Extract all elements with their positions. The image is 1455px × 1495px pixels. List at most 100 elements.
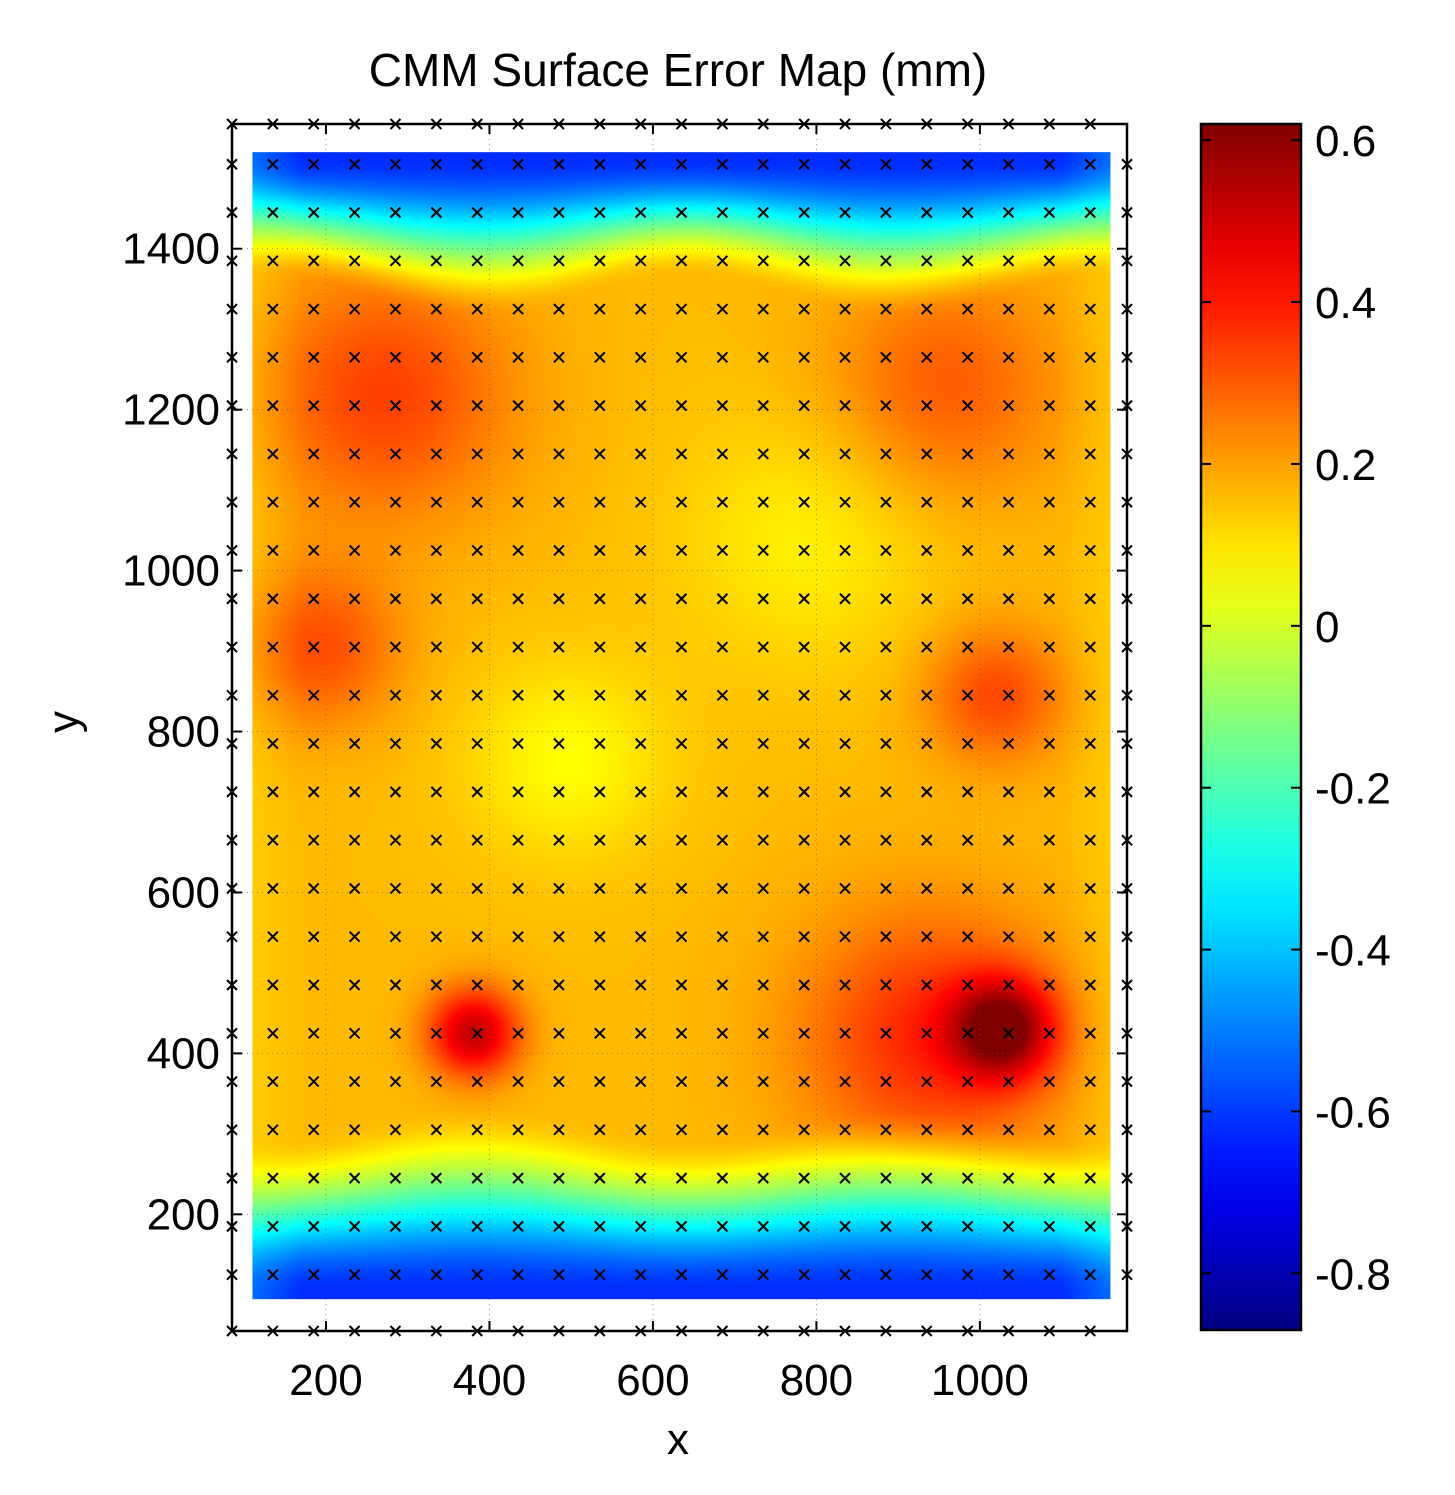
grid-lines: [232, 124, 1127, 1331]
marker-stroke: [389, 786, 402, 798]
colorbar-tick-label: 0: [1315, 603, 1339, 652]
measurement-marker: [921, 158, 933, 170]
measurement-marker: [1002, 351, 1015, 364]
measurement-marker: [634, 979, 647, 991]
marker-stroke: [512, 544, 524, 557]
measurement-marker: [594, 1268, 606, 1281]
marker-stroke: [389, 255, 402, 267]
marker-stroke: [553, 1220, 565, 1233]
marker-stroke: [961, 544, 974, 557]
measurement-marker: [675, 255, 688, 267]
marker-stroke: [553, 641, 565, 653]
colorbar-tick-label: 0.6: [1315, 117, 1376, 166]
marker-stroke: [961, 206, 974, 219]
marker-stroke: [1084, 834, 1096, 846]
measurement-marker: [594, 1172, 606, 1184]
measurement-marker: [798, 737, 810, 750]
marker-stroke: [757, 399, 769, 412]
measurement-marker: [471, 544, 483, 557]
marker-stroke: [553, 737, 565, 750]
measurement-marker: [921, 593, 933, 605]
measurement-marker: [267, 496, 279, 508]
marker-stroke: [839, 689, 851, 702]
measurement-marker: [389, 1124, 402, 1136]
colorbar-tick-label: 0.2: [1315, 441, 1376, 490]
measurement-marker: [921, 399, 933, 412]
x-axis-label: x: [667, 1415, 689, 1464]
measurement-marker: [430, 786, 443, 798]
marker-stroke: [675, 399, 688, 412]
marker-stroke: [921, 399, 933, 412]
measurement-marker: [348, 1124, 361, 1136]
measurement-marker: [348, 1220, 361, 1233]
marker-stroke: [348, 1220, 361, 1233]
marker-stroke: [798, 303, 810, 315]
marker-stroke: [634, 593, 647, 605]
marker-stroke: [1084, 1124, 1096, 1136]
marker-stroke: [1002, 206, 1015, 219]
marker-stroke: [594, 158, 606, 170]
measurement-marker: [512, 1172, 524, 1184]
measurement-marker: [1043, 303, 1056, 315]
marker-stroke: [1002, 1220, 1015, 1233]
measurement-marker: [308, 206, 320, 219]
measurement-marker: [921, 448, 933, 460]
marker-stroke: [512, 689, 524, 702]
measurement-marker: [798, 544, 810, 557]
measurement-marker: [389, 931, 402, 943]
marker-stroke: [267, 1027, 279, 1039]
marker-stroke: [716, 255, 729, 267]
measurement-marker: [839, 158, 851, 170]
measurement-marker: [798, 255, 810, 267]
measurement-marker: [308, 1027, 320, 1039]
marker-stroke: [471, 496, 483, 508]
measurement-marker: [430, 399, 443, 412]
marker-stroke: [921, 206, 933, 219]
marker-stroke: [716, 1220, 729, 1233]
measurement-marker: [961, 496, 974, 508]
measurement-marker: [921, 351, 933, 364]
marker-stroke: [716, 593, 729, 605]
marker-stroke: [1043, 641, 1056, 653]
marker-stroke: [839, 448, 851, 460]
measurement-marker: [961, 544, 974, 557]
measurement-marker: [1002, 786, 1015, 798]
measurement-marker: [675, 979, 688, 991]
measurement-marker: [430, 544, 443, 557]
marker-stroke: [267, 206, 279, 219]
measurement-marker: [716, 496, 729, 508]
marker-stroke: [348, 448, 361, 460]
marker-stroke: [921, 1124, 933, 1136]
y-tick-label: 200: [147, 1190, 220, 1239]
marker-stroke: [553, 303, 565, 315]
marker-stroke: [471, 206, 483, 219]
marker-stroke: [1043, 689, 1056, 702]
measurement-marker: [1002, 882, 1015, 895]
measurement-marker: [961, 158, 974, 170]
marker-stroke: [430, 303, 443, 315]
measurement-marker: [757, 448, 769, 460]
measurement-marker: [1084, 206, 1096, 219]
marker-stroke: [757, 351, 769, 364]
marker-stroke: [757, 979, 769, 991]
measurement-marker: [512, 303, 524, 315]
marker-stroke: [308, 1075, 320, 1088]
measurement-marker: [348, 1172, 361, 1184]
marker-stroke: [716, 496, 729, 508]
marker-stroke: [267, 931, 279, 943]
measurement-marker: [308, 641, 320, 653]
marker-stroke: [921, 448, 933, 460]
measurement-marker: [553, 979, 565, 991]
measurement-marker: [839, 882, 851, 895]
marker-stroke: [716, 351, 729, 364]
measurement-marker: [634, 834, 647, 846]
marker-stroke: [594, 979, 606, 991]
marker-stroke: [430, 882, 443, 895]
marker-stroke: [675, 351, 688, 364]
measurement-marker: [430, 351, 443, 364]
measurement-marker: [1084, 737, 1096, 750]
marker-stroke: [594, 1268, 606, 1281]
marker-stroke: [471, 1075, 483, 1088]
measurement-marker: [839, 351, 851, 364]
measurement-marker: [757, 399, 769, 412]
